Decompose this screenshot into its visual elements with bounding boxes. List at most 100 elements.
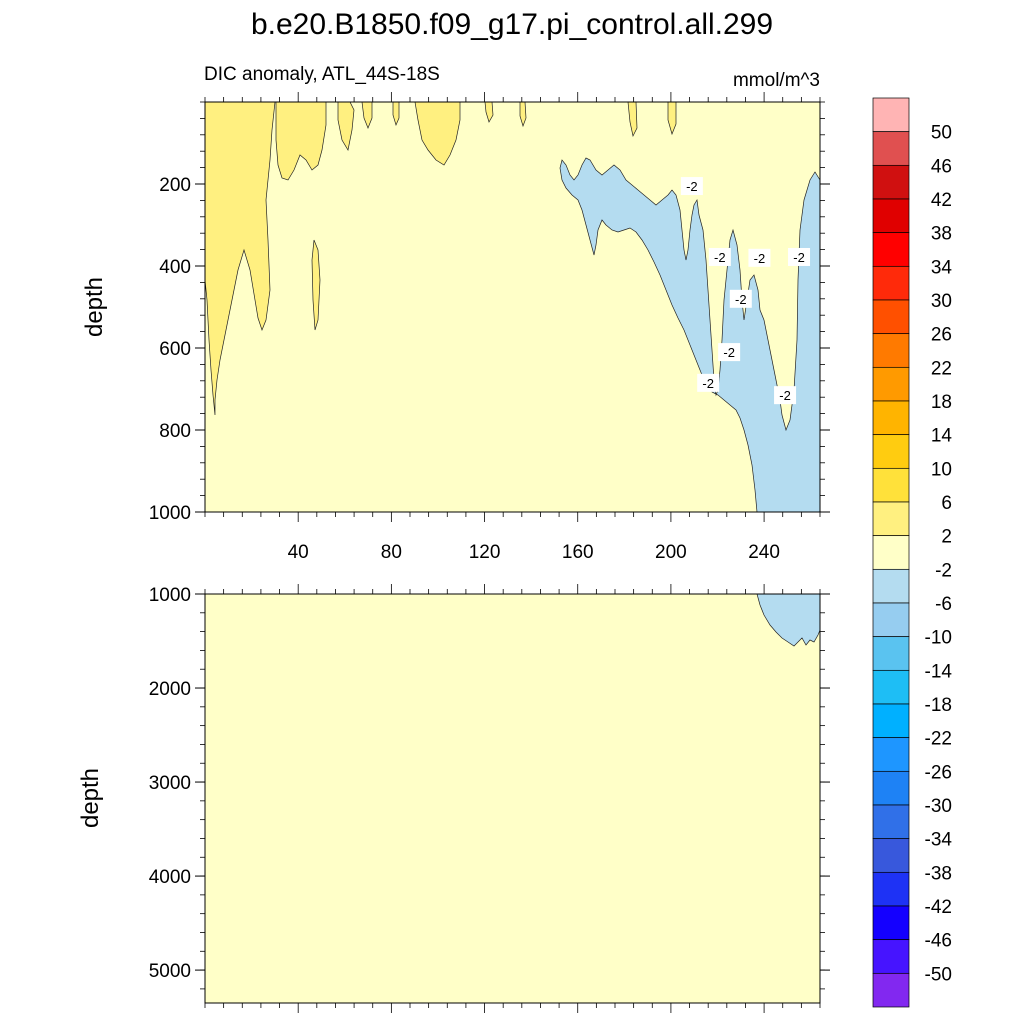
y-tick-label: 400: [159, 257, 191, 278]
y-tick-label: 2000: [149, 679, 191, 700]
contour-label-box: [718, 343, 741, 362]
upper-plot-area: [205, 102, 820, 512]
contour-label-box: [748, 248, 771, 267]
contour-label: -2: [680, 177, 703, 196]
colorbar-swatch: [872, 905, 910, 941]
colorbar-label: 46: [931, 156, 952, 177]
colorbar-label: -10: [925, 628, 952, 649]
contour-label-box: [729, 289, 752, 308]
colorbar-label: 14: [931, 426, 953, 447]
x-tick-label: 160: [562, 542, 594, 563]
upper-negative-regions: [559, 157, 821, 513]
y-tick-label: 5000: [149, 961, 191, 982]
y-tick-label: 800: [159, 421, 191, 442]
negative-region: [559, 157, 821, 513]
colorbar-swatch: [872, 737, 910, 772]
colorbar-label: -50: [925, 964, 952, 985]
x-tick-label: 200: [655, 542, 687, 563]
colorbar-label: 38: [931, 224, 952, 245]
colorbar-swatch: [872, 400, 910, 436]
colorbar-label: -2: [935, 560, 952, 581]
colorbar-label: 50: [931, 123, 952, 144]
contour-label: -2: [788, 247, 811, 266]
contour-label-text: -2: [735, 292, 747, 307]
positive-region: [204, 101, 276, 416]
colorbar-label: -6: [935, 594, 952, 615]
lower-panel: 1000 2000 3000 4000 5000 depth: [77, 584, 830, 1013]
y-tick-label: 1000: [149, 503, 191, 524]
x-tick-label: 120: [469, 542, 501, 563]
subtitle-left: DIC anomaly, ATL_44S-18S: [204, 64, 440, 85]
colorbar-label: 34: [931, 257, 953, 278]
colorbar-swatch: [872, 568, 910, 604]
colorbar-swatch: [872, 939, 910, 974]
x-tick-label: 240: [748, 542, 780, 563]
lower-negative-region: [756, 593, 821, 647]
colorbar-swatch: [872, 972, 910, 1008]
contour-label-box: [788, 247, 811, 266]
colorbar-swatch: [872, 669, 910, 705]
y-tick-label: 600: [159, 339, 191, 360]
x-tick-label: 40: [288, 542, 309, 563]
upper-positive-regions: [204, 101, 677, 416]
colorbar-label: 10: [931, 459, 952, 480]
colorbar-label: 6: [941, 493, 952, 514]
lower-axis-ticks: 1000 2000 3000 4000 5000: [149, 584, 830, 1013]
colorbar-label: -30: [925, 796, 952, 817]
colorbar: 50 46 42 38 34 30 26 22 18 14 10 6 2 -2 -6 -10 -14 -18 -22…: [872, 97, 953, 1008]
contour-label-text: -2: [754, 251, 766, 266]
colorbar-swatch: [872, 265, 910, 301]
colorbar-swatch: [872, 434, 910, 469]
colorbar-swatch: [872, 602, 910, 638]
colorbar-label: -14: [925, 661, 953, 682]
colorbar-swatch: [872, 636, 910, 671]
upper-y-label: depth: [81, 277, 108, 337]
y-tick-label: 4000: [149, 867, 191, 888]
positive-region: [337, 101, 355, 151]
colorbar-swatch: [872, 838, 910, 873]
colorbar-swatch: [872, 871, 910, 907]
positive-region: [275, 101, 327, 181]
contour-label: -2: [697, 373, 720, 392]
colorbar-swatch: [872, 804, 910, 840]
colorbar-label: -46: [925, 931, 952, 952]
colorbar-swatch: [872, 164, 910, 200]
contour-label-text: -2: [779, 388, 791, 403]
y-tick-label: 1000: [149, 585, 191, 606]
colorbar-label: 22: [931, 358, 952, 379]
colorbar-swatch: [872, 770, 910, 806]
positive-region: [414, 101, 461, 166]
contour-label-box: [697, 373, 720, 392]
colorbar-label: 2: [941, 527, 952, 548]
contour-labels: -2 -2 -2 -2 -2 -2 -2 -2: [680, 177, 811, 405]
colorbar-swatch: [872, 232, 910, 267]
upper-plot-frame: [204, 101, 821, 513]
subtitle-right: mmol/m^3: [733, 70, 820, 91]
y-tick-label: 3000: [149, 773, 191, 794]
colorbar-label: 18: [931, 392, 952, 413]
colorbar-swatch: [872, 333, 910, 368]
contour-label-box: [680, 177, 703, 196]
colorbar-swatch: [872, 535, 910, 570]
colorbar-label: -42: [925, 897, 952, 918]
colorbar-swatch: [872, 366, 910, 402]
colorbar-swatch: [872, 703, 910, 739]
lower-plot-frame: [204, 593, 821, 1004]
contour-label-text: -2: [702, 376, 714, 391]
contour-label: -2: [748, 248, 771, 267]
y-tick-label: 200: [159, 175, 191, 196]
upper-axis-ticks: 200 400 600 800 1000 40 80 120 160 200 240: [149, 92, 830, 563]
contour-label: -2: [708, 247, 731, 266]
upper-panel: -2 -2 -2 -2 -2 -2 -2 -2 200 400 600 800 1000 40 80 120…: [81, 92, 830, 563]
contour-label: -2: [718, 343, 741, 362]
lower-plot-area: [205, 594, 820, 1003]
contour-label: -2: [774, 386, 797, 405]
contour-label: -2: [729, 289, 752, 308]
x-tick-label: 80: [381, 542, 402, 563]
contour-label-text: -2: [686, 179, 698, 194]
colorbar-label: 26: [931, 325, 952, 346]
contour-label-text: -2: [723, 345, 735, 360]
lower-y-label: depth: [77, 768, 104, 828]
colorbar-label: -18: [925, 695, 952, 716]
contour-label-box: [774, 386, 797, 405]
